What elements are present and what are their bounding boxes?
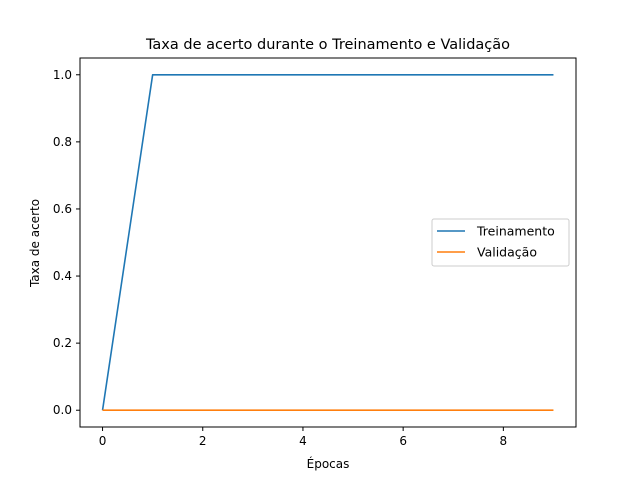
series-lines — [101, 73, 554, 412]
y-tick-label: 0.8 — [53, 135, 72, 149]
y-tick-label: 1.0 — [53, 68, 72, 82]
y-tick-label: 0.6 — [53, 202, 72, 216]
legend-label: Validação — [477, 245, 537, 260]
x-tick-label: 2 — [199, 434, 207, 448]
legend-label: Treinamento — [476, 224, 555, 239]
x-tick-label: 6 — [399, 434, 407, 448]
plot-frame — [79, 57, 577, 428]
x-axis-label: Épocas — [307, 456, 350, 471]
legend: Treinamento Validação — [431, 218, 570, 267]
y-tick-label: 0.2 — [53, 336, 72, 350]
chart-title: Taxa de acerto durante o Treinamento e V… — [145, 37, 510, 53]
plot-area — [79, 57, 577, 428]
y-tick-label: 0.4 — [53, 269, 72, 283]
y-tick-label: 0.0 — [53, 403, 72, 417]
legend-box — [431, 218, 570, 267]
x-tick-label: 0 — [99, 434, 107, 448]
x-axis: 0 2 4 6 8 — [99, 427, 507, 448]
y-axis-label: Taxa de acerto — [28, 199, 42, 288]
series-line-0 — [101, 73, 554, 411]
x-tick-label: 8 — [500, 434, 508, 448]
x-tick-label: 4 — [299, 434, 307, 448]
y-axis: 0.0 0.2 0.4 0.6 0.8 1.0 — [53, 68, 80, 417]
